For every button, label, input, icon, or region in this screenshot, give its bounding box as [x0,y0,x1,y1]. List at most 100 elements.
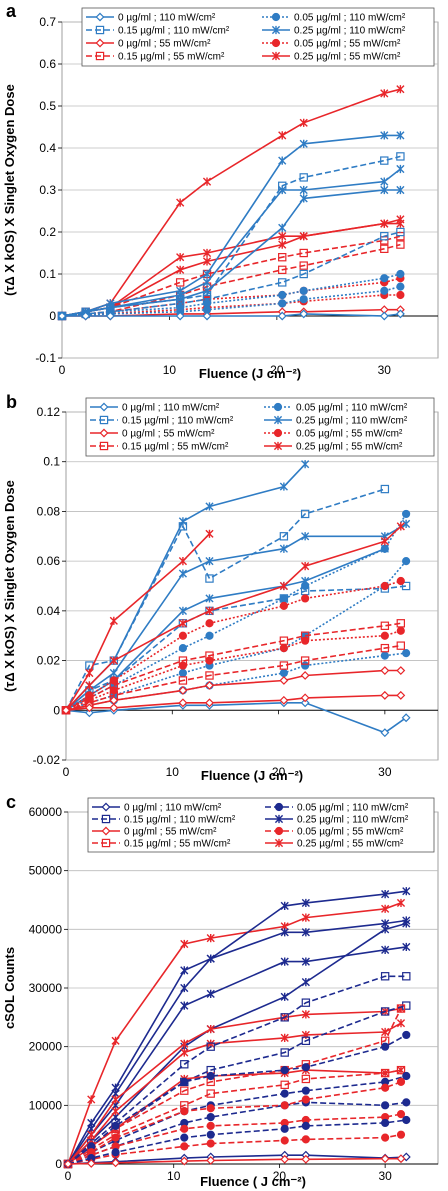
y-tick-label: 50000 [29,864,63,878]
data-point [206,1139,215,1148]
data-point [299,139,308,148]
data-point [301,1135,310,1144]
legend-entry: 0.05 µg/ml ; 55 mW/cm² [265,827,404,838]
data-point [402,557,411,566]
data-point [205,557,214,566]
x-tick-label: 20 [273,1169,287,1183]
legend-entry: 0 µg/ml ; 55 mW/cm² [86,39,211,50]
data-point [105,311,115,321]
data-point [381,1133,390,1142]
data-point [380,621,390,630]
legend-marker [99,441,109,451]
x-tick-label: 0 [65,1169,72,1183]
legend-entry: 0.25 µg/ml ; 110 mW/cm² [265,815,409,826]
data-point [280,1101,289,1110]
data-point [300,698,310,708]
data-point [180,983,189,993]
legend-label: 0.05 µg/ml ; 55 mW/cm² [296,429,403,440]
data-point [111,1158,121,1168]
data-point [380,666,390,675]
legend-marker [95,25,105,35]
data-point [380,177,389,186]
x-tick-label: 10 [163,363,177,377]
data-point [396,1019,406,1028]
data-point [175,311,185,321]
legend-marker [274,802,284,812]
data-point [279,532,289,541]
y-tick-label: 0.12 [37,405,61,419]
legend-marker [274,838,284,848]
data-point [299,194,308,203]
data-point [206,1024,215,1034]
series-line [67,1034,407,1165]
y-axis-label: (τΔ X kOS) X Singlet Oxygen Dose [2,84,17,296]
data-point [280,1033,289,1042]
legend-label: 0.15 µg/ml ; 110 mW/cm² [118,26,230,37]
data-point [109,676,118,685]
data-point [380,728,390,738]
data-point [380,484,390,494]
data-point [180,966,189,975]
legend-entry: 0 µg/ml ; 110 mW/cm² [92,803,222,814]
y-tick-label: 0 [55,1157,62,1171]
data-series [63,1030,411,1169]
data-point [301,1095,310,1104]
legend-entry: 0.25 µg/ml ; 55 mW/cm² [264,442,403,453]
legend-marker [273,415,283,425]
legend-label: 0.15 µg/ml ; 55 mW/cm² [124,839,231,850]
x-axis-label: Fluence (J cm⁻²) [201,768,303,783]
data-point [300,693,310,703]
data-point [280,1089,289,1098]
data-point [301,1154,311,1164]
y-tick-label: 30000 [29,981,63,995]
legend-marker [95,51,105,61]
legend-entry: 0.15 µg/ml ; 110 mW/cm² [92,815,236,826]
legend-label: 0.05 µg/ml ; 55 mW/cm² [294,39,401,50]
data-point [301,594,310,603]
x-tick-label: 30 [378,363,392,377]
data-point [396,1004,406,1013]
data-point [301,460,310,469]
data-point [180,1077,189,1086]
data-point [396,1077,406,1086]
data-point [380,1007,390,1016]
data-point [178,631,188,640]
legend-entry: 0 µg/ml ; 110 mW/cm² [86,13,216,24]
data-series [63,1154,406,1169]
series-line [65,560,407,712]
data-point [380,972,390,981]
data-point [301,928,310,937]
y-tick-label: 0.5 [39,99,56,113]
data-point [380,156,389,165]
data-point [381,1118,390,1128]
data-point [380,244,389,253]
legend-label: 0 µg/ml ; 55 mW/cm² [122,429,215,440]
data-point [396,85,405,94]
legend-entry: 0.25 µg/ml ; 55 mW/cm² [265,839,404,850]
chart-c-svg: c 0 10000 20000 30000 40000 50000 60000 0 10 20 30 F… [2,792,439,1189]
data-point [61,705,71,715]
data-point [111,1148,120,1157]
data-point [396,290,405,300]
data-point [180,1142,189,1151]
data-point [109,656,118,665]
data-point [206,1112,215,1122]
panel-letter: b [6,392,17,412]
data-point [279,581,288,591]
series-line [65,622,401,712]
data-point [380,274,389,283]
data-point [205,698,214,708]
data-point [381,1068,390,1078]
data-point [381,925,390,934]
data-point [396,152,405,161]
data-point [280,1154,290,1164]
data-point [205,502,214,511]
data-point [300,656,310,665]
data-point [206,1071,215,1081]
data-point [111,1107,120,1116]
y-tick-label: 20000 [29,1040,63,1054]
legend-label: 0 µg/ml ; 55 mW/cm² [118,39,211,50]
x-tick-label: 30 [378,765,392,779]
data-point [176,265,185,274]
data-point [380,286,389,295]
